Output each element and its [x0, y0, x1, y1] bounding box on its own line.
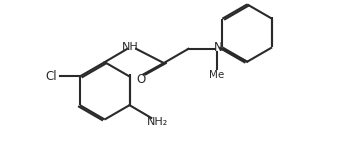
Text: Me: Me	[209, 70, 225, 80]
Text: O: O	[137, 73, 146, 86]
Text: NH: NH	[122, 42, 139, 52]
Text: NH₂: NH₂	[147, 117, 168, 126]
Text: Cl: Cl	[46, 70, 57, 83]
Text: N: N	[214, 41, 223, 54]
